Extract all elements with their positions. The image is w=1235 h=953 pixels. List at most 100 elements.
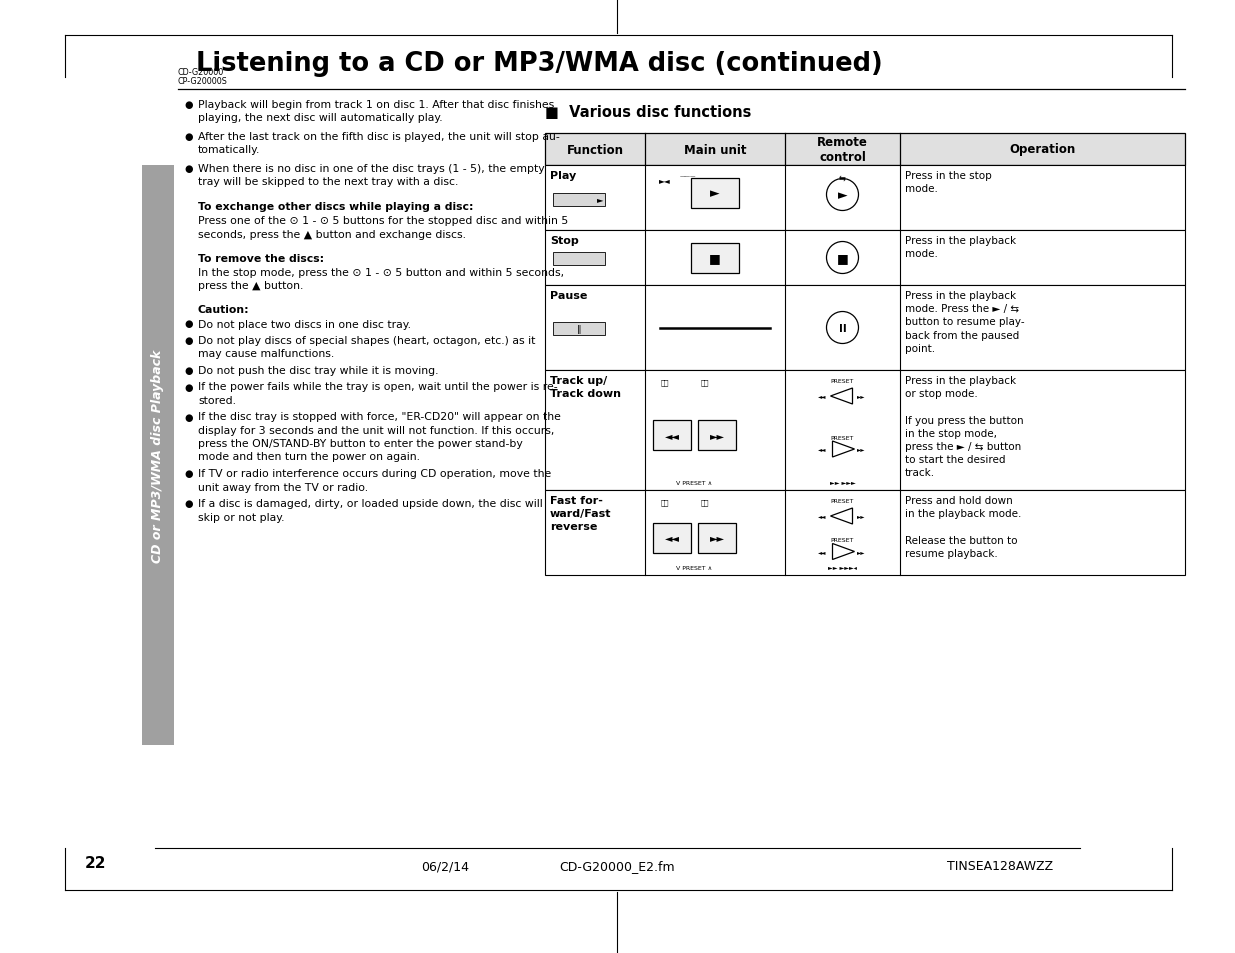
Text: Press in the playback
mode.: Press in the playback mode. (905, 235, 1016, 259)
Text: ►►: ►► (709, 533, 725, 543)
Bar (553, 193, 605, 206)
Text: Stop: Stop (550, 235, 579, 246)
Text: ◄◄: ◄◄ (664, 533, 679, 543)
Text: Playback will begin from track 1 on disc 1. After that disc finishes
playing, th: Playback will begin from track 1 on disc… (198, 100, 555, 123)
Polygon shape (830, 389, 852, 405)
Text: ●: ● (185, 366, 193, 375)
Polygon shape (832, 441, 855, 457)
Text: ●: ● (185, 319, 193, 329)
Bar (653, 523, 692, 553)
Text: CD-G20000_E2.fm: CD-G20000_E2.fm (559, 860, 674, 873)
Bar (698, 523, 736, 553)
Text: ⧗⧗: ⧗⧗ (700, 378, 709, 385)
Text: V PRESET ∧: V PRESET ∧ (676, 566, 713, 571)
Text: Function: Function (567, 143, 624, 156)
Text: ■: ■ (709, 252, 721, 265)
Bar (692, 178, 739, 209)
Text: ►►: ►► (857, 395, 864, 399)
Text: ⧖⧖: ⧖⧖ (661, 378, 669, 385)
Text: PRESET: PRESET (831, 537, 855, 543)
Text: V PRESET ∧: V PRESET ∧ (676, 481, 713, 486)
Bar (698, 420, 736, 451)
Text: ●: ● (185, 382, 193, 392)
Text: Press in the stop
mode.: Press in the stop mode. (905, 171, 992, 194)
Text: PRESET: PRESET (831, 378, 855, 384)
Bar (545, 286, 1186, 371)
Text: ►◄: ►◄ (659, 175, 671, 185)
Text: ►: ► (837, 189, 847, 202)
Text: ●: ● (185, 412, 193, 422)
Text: Press in the playback
mode. Press the ► / ⇆
button to resume play-
back from the: Press in the playback mode. Press the ► … (905, 291, 1025, 354)
Text: 22: 22 (85, 856, 106, 871)
Circle shape (826, 242, 858, 274)
Text: ⧖⧖: ⧖⧖ (661, 498, 669, 505)
Text: ►: ► (597, 195, 603, 204)
Polygon shape (830, 509, 852, 524)
Text: ●: ● (185, 100, 193, 110)
Text: CD or MP3/WMA disc Playback: CD or MP3/WMA disc Playback (152, 349, 164, 562)
Text: Fast for-
ward/Fast
reverse: Fast for- ward/Fast reverse (550, 496, 611, 531)
Bar (545, 133, 1186, 166)
Text: ►►: ►► (709, 431, 725, 440)
Text: ◄◄: ◄◄ (664, 431, 679, 440)
Text: ■: ■ (836, 252, 848, 265)
Text: Press in the playback
or stop mode.

If you press the button
in the stop mode,
p: Press in the playback or stop mode. If y… (905, 375, 1024, 477)
Text: Do not place two discs in one disc tray.: Do not place two discs in one disc tray. (198, 319, 411, 329)
Text: If TV or radio interference occurs during CD operation, move the
unit away from : If TV or radio interference occurs durin… (198, 469, 551, 492)
Text: If a disc is damaged, dirty, or loaded upside down, the disc will
skip or not pl: If a disc is damaged, dirty, or loaded u… (198, 499, 542, 522)
Text: Operation: Operation (1009, 143, 1076, 156)
Text: ⧗⧗: ⧗⧗ (700, 498, 709, 505)
Text: Pause: Pause (550, 291, 588, 301)
Text: Remote
control: Remote control (818, 136, 868, 164)
Text: ●: ● (185, 132, 193, 142)
Text: To exchange other discs while playing a disc:: To exchange other discs while playing a … (198, 202, 473, 212)
Text: Press and hold down
in the playback mode.

Release the button to
resume playback: Press and hold down in the playback mode… (905, 496, 1021, 558)
Polygon shape (832, 544, 855, 560)
Text: ⇆: ⇆ (839, 173, 846, 183)
Bar (545, 491, 1186, 576)
Bar (545, 166, 1186, 231)
Text: PRESET: PRESET (831, 436, 855, 440)
Text: ◄◄: ◄◄ (818, 447, 826, 452)
Bar (553, 253, 605, 265)
Text: ►► ►►►◂: ►► ►►►◂ (827, 566, 857, 571)
Text: To remove the discs:: To remove the discs: (198, 253, 324, 263)
Text: ►►: ►► (857, 447, 864, 452)
Text: Track up/
Track down: Track up/ Track down (550, 375, 621, 398)
Text: ●: ● (185, 164, 193, 173)
Text: If the power fails while the tray is open, wait until the power is re-
stored.: If the power fails while the tray is ope… (198, 382, 558, 405)
Text: CD-G20000: CD-G20000 (178, 68, 225, 77)
Text: ●: ● (185, 469, 193, 479)
Text: ■  Various disc functions: ■ Various disc functions (545, 105, 751, 120)
Text: Caution:: Caution: (198, 305, 249, 314)
Text: II: II (839, 323, 846, 334)
Text: After the last track on the fifth disc is played, the unit will stop au-
tomatic: After the last track on the fifth disc i… (198, 132, 559, 155)
Text: ———: ——— (680, 173, 697, 179)
Text: ●: ● (185, 499, 193, 509)
Bar (545, 371, 1186, 491)
Bar (545, 231, 1186, 286)
Text: When there is no disc in one of the disc trays (1 - 5), the empty
tray will be s: When there is no disc in one of the disc… (198, 164, 545, 187)
Text: TINSEA128AWZZ: TINSEA128AWZZ (947, 860, 1053, 873)
Text: In the stop mode, press the ⊙ 1 - ⊙ 5 button and within 5 seconds,
press the ▲ b: In the stop mode, press the ⊙ 1 - ⊙ 5 bu… (198, 268, 564, 291)
Bar (142, 166, 174, 745)
Text: ◄◄: ◄◄ (818, 514, 826, 519)
Text: CP-G20000S: CP-G20000S (178, 77, 228, 86)
Text: ►►: ►► (857, 514, 864, 519)
Text: Do not play discs of special shapes (heart, octagon, etc.) as it
may cause malfu: Do not play discs of special shapes (hea… (198, 335, 536, 358)
Bar (692, 243, 739, 274)
Text: If the disc tray is stopped with force, "ER-CD20" will appear on the
display for: If the disc tray is stopped with force, … (198, 412, 561, 461)
Text: ◄◄: ◄◄ (818, 550, 826, 555)
Text: ‖: ‖ (577, 324, 582, 334)
Text: Play: Play (550, 171, 577, 181)
Text: Main unit: Main unit (684, 143, 746, 156)
Text: Press one of the ⊙ 1 - ⊙ 5 buttons for the stopped disc and within 5
seconds, pr: Press one of the ⊙ 1 - ⊙ 5 buttons for t… (198, 216, 568, 239)
Circle shape (826, 313, 858, 344)
Text: Do not push the disc tray while it is moving.: Do not push the disc tray while it is mo… (198, 366, 438, 375)
Text: ►►: ►► (857, 550, 864, 555)
Bar (553, 322, 605, 335)
Text: ●: ● (185, 335, 193, 346)
Text: PRESET: PRESET (831, 498, 855, 503)
Text: ►► ►►►: ►► ►►► (830, 481, 856, 486)
Text: 06/2/14: 06/2/14 (421, 860, 469, 873)
